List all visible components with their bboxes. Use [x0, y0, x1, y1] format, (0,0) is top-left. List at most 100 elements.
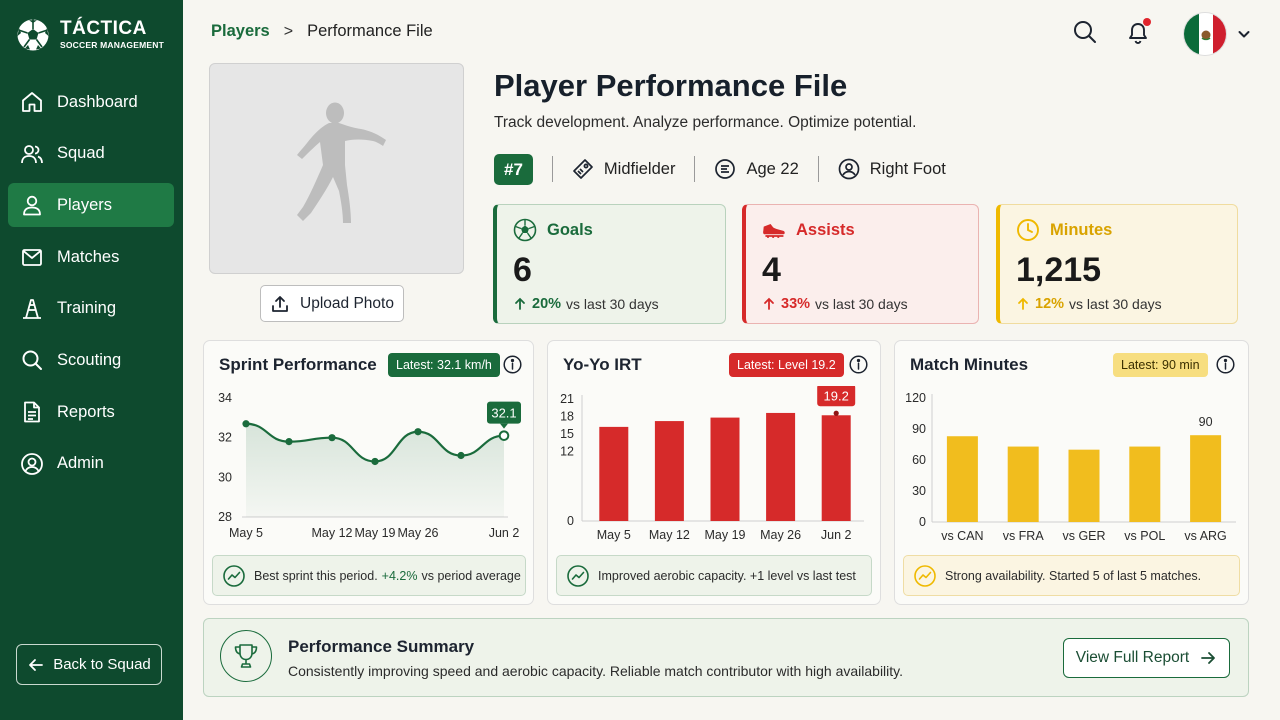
sprint-note-main: Best sprint this period. [254, 568, 378, 583]
breadcrumb-current: Performance File [307, 22, 433, 40]
sidebar-item-scouting[interactable]: Scouting [8, 338, 174, 382]
x-tick-label: vs ARG [1184, 529, 1226, 543]
sprint-line-chart: 28 30 32 34 May 5 May 12 May 19 May 26 Jun 2 32.1 [218, 391, 521, 540]
x-tick-label: May 19 [355, 526, 396, 540]
assists-change-pct: 33% [781, 296, 811, 312]
breadcrumb-players-link[interactable]: Players [211, 22, 270, 40]
goals-value: 6 [513, 251, 532, 289]
info-icon[interactable] [1216, 355, 1235, 374]
notifications-button[interactable] [1124, 18, 1152, 46]
minutes-note-text: Strong availability. Started 5 of last 5… [945, 568, 1202, 583]
upload-photo-button[interactable]: Upload Photo [260, 285, 404, 322]
sidebar-item-training[interactable]: Training [8, 287, 174, 331]
divider [694, 156, 696, 182]
info-icon[interactable] [503, 355, 522, 374]
y-tick-label: 30 [912, 484, 926, 498]
sprint-area [246, 423, 504, 517]
y-tick-label: 0 [919, 515, 926, 529]
x-tick-label: May 12 [312, 526, 353, 540]
page-subtitle: Track development. Analyze performance. … [494, 114, 917, 131]
minutes-stat-card: Minutes 1,215 12% vs last 30 days [996, 204, 1238, 324]
yoyo-annotation-bg [817, 386, 856, 407]
match-minutes-card: Match Minutes Latest: 90 min 0 30 60 90 120 v… [894, 340, 1249, 605]
divider [551, 156, 553, 182]
document-icon [24, 401, 40, 423]
summary-title: Performance Summary [288, 637, 475, 656]
trophy-icon [234, 644, 258, 668]
sidebar-item-squad[interactable]: Squad [8, 132, 174, 176]
x-tick-label: vs POL [1124, 529, 1165, 543]
x-tick-label: Jun 2 [489, 526, 520, 540]
y-tick-label: 120 [905, 391, 926, 405]
goals-stat-card: Goals 6 20% vs last 30 days [493, 204, 726, 324]
notification-dot [1143, 18, 1151, 26]
y-tick-label: 28 [218, 510, 232, 524]
foot-label: Right Foot [869, 159, 946, 178]
sprint-latest-pill: Latest: 32.1 km/h [388, 353, 500, 377]
view-full-report-label: View Full Report [1075, 649, 1190, 666]
goals-change-pct: 20% [532, 296, 562, 312]
chevron-down-icon[interactable] [1236, 26, 1252, 42]
sprint-annotation-bg [487, 401, 521, 424]
yoyo-chart-title: Yo-Yo IRT [563, 355, 642, 374]
search-icon [22, 350, 42, 371]
arrow-up-icon [1018, 297, 1028, 310]
page-title: Player Performance File [494, 68, 848, 103]
sidebar-item-label: Matches [57, 247, 120, 266]
y-tick-label: 12 [560, 444, 574, 458]
y-tick-label: 15 [560, 427, 574, 441]
sidebar: TÁCTICA SOCCER MANAGEMENT Dashboard Squa… [0, 0, 183, 720]
back-to-squad-button[interactable]: Back to Squad [16, 644, 162, 685]
age-item: Age 22 [714, 158, 799, 180]
player-photo-placeholder [209, 63, 464, 274]
player-meta: #7 Midfielder Age 22 Right Foot [494, 153, 946, 185]
minutes-value: 1,215 [1016, 251, 1102, 289]
sprint-point [285, 438, 293, 446]
sidebar-item-dashboard[interactable]: Dashboard [8, 80, 174, 124]
assists-change-period: vs last 30 days [815, 296, 908, 312]
trend-up-icon [567, 564, 589, 587]
sidebar-item-label: Squad [57, 144, 105, 163]
envelope-icon [22, 249, 42, 266]
sprint-point [498, 430, 510, 441]
trend-up-icon [914, 564, 936, 587]
sprint-performance-card: Sprint Performance Latest: 32.1 km/h 28 3… [203, 340, 534, 605]
assists-label: Assists [796, 220, 855, 239]
position-label: Midfielder [603, 159, 676, 178]
minutes-label: Minutes [1050, 220, 1113, 239]
assists-change: 33% vs last 30 days [762, 296, 978, 312]
mexico-flag-icon [1184, 13, 1226, 55]
minutes-change: 12% vs last 30 days [1016, 296, 1237, 312]
sidebar-item-players[interactable]: Players [8, 183, 174, 228]
minutes-note: Strong availability. Started 5 of last 5… [903, 555, 1240, 596]
info-icon[interactable] [849, 355, 868, 374]
view-full-report-button[interactable]: View Full Report [1063, 638, 1230, 678]
minutes-stat-head: Minutes [1016, 218, 1237, 242]
minutes-chart-title: Match Minutes [910, 355, 1029, 374]
sprint-annotation-label: 32.1 [491, 406, 516, 421]
sprint-point [328, 434, 336, 442]
id-badge-icon [715, 159, 736, 179]
x-tick-label: May 19 [705, 528, 746, 542]
sidebar-item-admin[interactable]: Admin [8, 442, 174, 486]
sprint-point [457, 451, 465, 460]
divider [817, 156, 819, 182]
bell-icon [1129, 23, 1147, 44]
x-tick-label: vs CAN [941, 529, 983, 543]
sprint-note-delta: +4.2% [381, 568, 418, 583]
sidebar-item-reports[interactable]: Reports [8, 390, 174, 434]
summary-text: Consistently improving speed and aerobic… [288, 663, 904, 679]
minutes-latest-pill: Latest: 90 min [1113, 353, 1208, 377]
sidebar-item-matches[interactable]: Matches [8, 235, 174, 279]
search-icon[interactable] [1071, 18, 1099, 46]
clock-icon [1017, 219, 1039, 241]
x-tick-label: Jun 2 [821, 528, 852, 542]
foot-item: Right Foot [838, 158, 946, 180]
sprint-point [414, 428, 422, 436]
arrow-right-icon [1201, 652, 1216, 664]
brand: TÁCTICA SOCCER MANAGEMENT [16, 18, 164, 52]
jersey-number-badge: #7 [494, 153, 533, 185]
bar [599, 426, 629, 521]
x-tick-label: May 12 [649, 528, 690, 542]
avatar[interactable] [1183, 12, 1227, 56]
